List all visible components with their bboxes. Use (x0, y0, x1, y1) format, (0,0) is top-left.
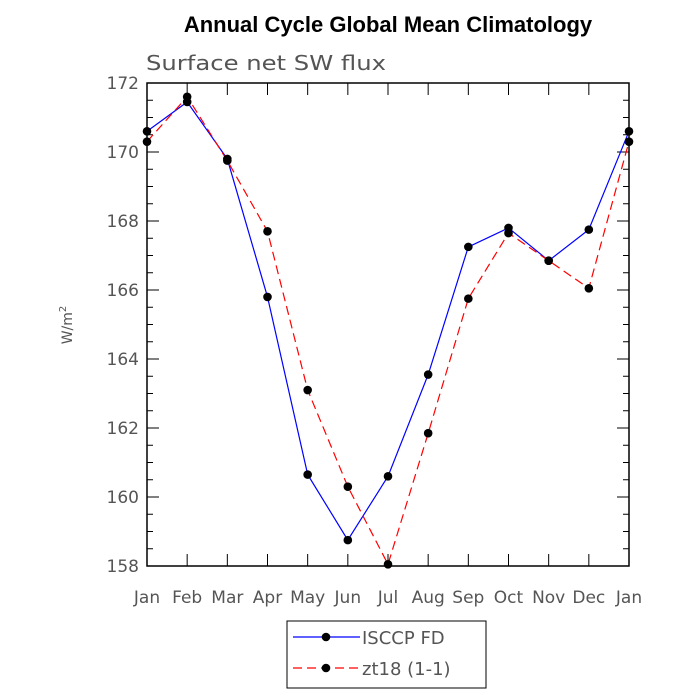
data-point (464, 242, 473, 252)
y-axis-ticks: 158 160 162 164 166 168 170 172 (107, 74, 629, 577)
x-tick-label: Dec (572, 588, 605, 608)
data-point (343, 535, 353, 545)
y-tick-label: 162 (107, 419, 139, 439)
y-tick-label: 160 (107, 488, 139, 508)
data-point (263, 227, 272, 236)
data-point (464, 294, 473, 303)
chart-subtitle: Surface net SW flux (146, 51, 386, 75)
x-tick-label: May (290, 588, 325, 608)
legend-marker (321, 632, 331, 642)
data-point (624, 127, 634, 136)
chart-title: Annual Cycle Global Mean Climatology (184, 12, 593, 37)
x-tick-label: Sep (452, 588, 484, 608)
data-point (142, 127, 152, 136)
x-tick-label: Nov (532, 588, 565, 608)
y-tick-label: 158 (107, 557, 139, 577)
y-tick-label: 170 (107, 143, 139, 163)
data-point (584, 283, 594, 293)
x-tick-label: Jan (133, 588, 160, 608)
data-point (383, 559, 393, 569)
y-tick-label: 172 (107, 74, 139, 94)
legend-marker (321, 663, 331, 673)
data-point (423, 428, 433, 438)
legend-box (286, 620, 487, 689)
y-tick-label: 164 (107, 350, 139, 370)
x-tick-label: Mar (211, 588, 243, 608)
data-point (624, 137, 634, 146)
y-axis-label: W/m2 (58, 306, 76, 345)
x-tick-label: Aug (412, 588, 445, 608)
data-point (584, 225, 594, 234)
legend: ISCCP FD zt18 (1-1) (286, 620, 487, 689)
data-point (383, 472, 393, 481)
y-tick-label: 166 (107, 281, 139, 301)
series-line (146, 95, 630, 566)
series-layer (142, 92, 634, 569)
y-axis-label-superscript: 2 (58, 306, 69, 312)
data-point (263, 292, 272, 302)
data-point (343, 482, 353, 491)
x-tick-label: Feb (172, 588, 202, 608)
y-axis-label-text: W/m (60, 312, 76, 344)
data-point (223, 156, 232, 165)
plot-frame (146, 82, 630, 567)
x-tick-label: Jul (377, 588, 399, 608)
data-point (142, 137, 152, 146)
data-point (504, 228, 513, 238)
data-point (303, 470, 312, 479)
legend-label: ISCCP FD (362, 628, 445, 649)
x-tick-label: Jun (334, 588, 362, 608)
data-point (303, 385, 312, 395)
legend-label: zt18 (1-1) (362, 659, 451, 680)
y-tick-label: 168 (107, 212, 139, 232)
x-tick-label: Apr (253, 588, 282, 608)
data-point (544, 256, 553, 265)
x-axis-ticks: Jan Feb Mar Apr May Jun Jul Aug Sep Oct Nov Dec Jan (133, 83, 642, 608)
data-point (423, 370, 433, 379)
x-tick-label: Jan (615, 588, 642, 608)
x-tick-label: Oct (494, 588, 524, 608)
data-point (182, 92, 192, 102)
